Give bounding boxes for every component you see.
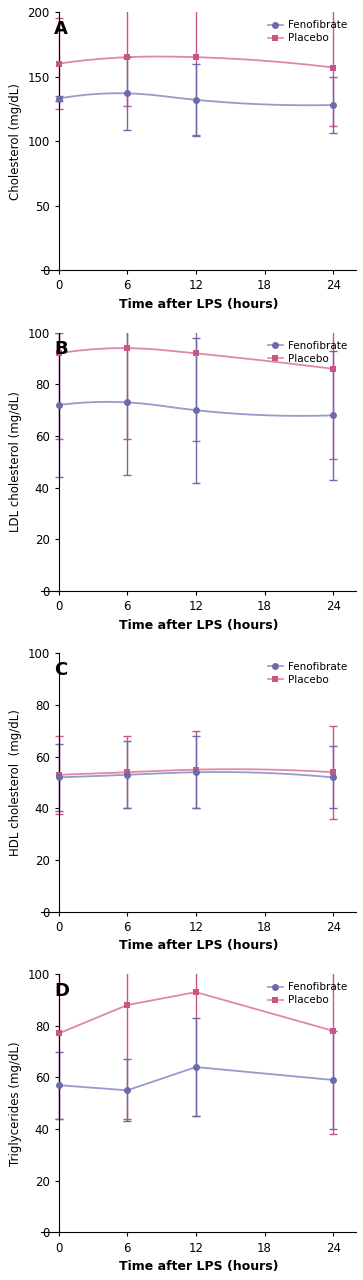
Y-axis label: HDL cholesterol  (mg/dL): HDL cholesterol (mg/dL) bbox=[9, 709, 22, 856]
Y-axis label: Triglycerides (mg/dL): Triglycerides (mg/dL) bbox=[9, 1041, 22, 1166]
Legend: Fenofibrate, Placebo: Fenofibrate, Placebo bbox=[265, 17, 351, 46]
X-axis label: Time after LPS (hours): Time after LPS (hours) bbox=[119, 618, 278, 631]
Legend: Fenofibrate, Placebo: Fenofibrate, Placebo bbox=[265, 658, 351, 687]
X-axis label: Time after LPS (hours): Time after LPS (hours) bbox=[119, 1260, 278, 1274]
Text: A: A bbox=[54, 19, 68, 37]
Y-axis label: LDL cholesterol (mg/dL): LDL cholesterol (mg/dL) bbox=[9, 392, 22, 532]
Text: C: C bbox=[54, 660, 67, 680]
Y-axis label: Cholesterol (mg/dL): Cholesterol (mg/dL) bbox=[9, 83, 22, 200]
Text: D: D bbox=[54, 982, 69, 1000]
X-axis label: Time after LPS (hours): Time after LPS (hours) bbox=[119, 298, 278, 311]
Text: B: B bbox=[54, 340, 68, 358]
Legend: Fenofibrate, Placebo: Fenofibrate, Placebo bbox=[265, 338, 351, 367]
X-axis label: Time after LPS (hours): Time after LPS (hours) bbox=[119, 940, 278, 952]
Legend: Fenofibrate, Placebo: Fenofibrate, Placebo bbox=[265, 979, 351, 1009]
